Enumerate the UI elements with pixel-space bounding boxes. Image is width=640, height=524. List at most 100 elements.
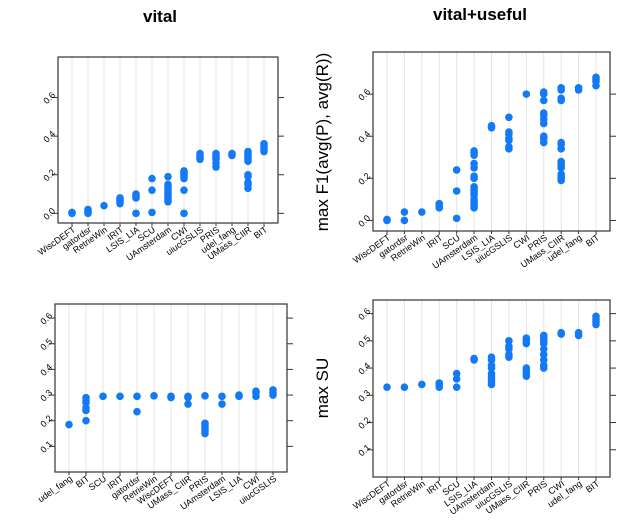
data-point <box>487 121 496 130</box>
data-point <box>539 350 548 359</box>
data-point <box>435 379 444 387</box>
y-tick-label: 0.2 <box>356 415 372 431</box>
data-point <box>269 386 277 394</box>
y-tick-label: 0.0 <box>356 213 372 229</box>
y-tick-label: 0.5 <box>356 333 372 349</box>
data-point <box>260 140 268 148</box>
data-point <box>68 208 76 217</box>
data-point <box>167 392 175 401</box>
data-point <box>228 149 236 158</box>
x-tick-label: BIT <box>584 478 602 495</box>
data-point <box>539 361 548 370</box>
data-point <box>487 353 496 361</box>
data-point <box>452 383 461 391</box>
data-point <box>218 400 226 408</box>
x-tick-label: BIT <box>584 232 602 249</box>
y-tick-label: 0.2 <box>41 167 57 183</box>
y-tick-label: 0.5 <box>38 336 54 352</box>
data-point <box>539 96 548 105</box>
y-tick-label: 0.6 <box>38 311 54 327</box>
data-point <box>418 208 426 216</box>
x-tick-label: udel_fang <box>36 473 74 504</box>
panel-title-vital-useful: vital+useful <box>433 5 527 24</box>
y-tick-label: 0.6 <box>41 90 57 106</box>
y-tick-label: 0.1 <box>356 442 372 458</box>
data-point <box>400 383 409 391</box>
data-point <box>539 132 548 141</box>
data-point <box>180 167 188 175</box>
y-tick-label: 0.4 <box>38 362 54 378</box>
data-point <box>418 380 426 389</box>
y-axis-label-f1: max F1(avg(P), avg(R)) <box>313 53 332 232</box>
data-point <box>164 172 172 181</box>
data-point <box>522 334 531 342</box>
data-point <box>150 392 158 400</box>
data-point <box>505 113 513 122</box>
panel-1: 0.00.20.40.6WiscDEFTgatordsrRetrieWinIRI… <box>36 56 284 263</box>
data-point <box>65 420 73 429</box>
data-point <box>244 178 252 187</box>
data-point <box>452 375 461 383</box>
data-point <box>505 342 513 351</box>
panel-2: 0.00.20.40.6WiscDEFTgatordsrRetrieWinIRI… <box>351 51 616 271</box>
data-point <box>487 361 496 370</box>
data-point <box>452 214 461 223</box>
data-point <box>539 331 548 340</box>
y-tick-label: 0.1 <box>38 439 54 455</box>
data-point <box>132 209 140 218</box>
data-point <box>244 147 252 156</box>
data-point <box>235 391 243 399</box>
data-point <box>557 328 565 337</box>
data-point <box>487 369 496 378</box>
data-point <box>148 208 156 217</box>
data-point <box>212 149 220 158</box>
data-point <box>148 186 156 194</box>
data-point <box>557 94 565 103</box>
x-tick-label: BIT <box>252 224 270 241</box>
data-point <box>244 170 252 179</box>
data-point <box>133 407 141 416</box>
data-point <box>557 157 565 166</box>
data-point <box>180 209 188 218</box>
data-point <box>180 186 188 194</box>
data-point <box>557 84 565 92</box>
data-point <box>592 312 600 321</box>
data-point <box>99 392 107 401</box>
data-point <box>470 172 478 181</box>
data-point <box>383 383 391 391</box>
y-tick-label: 0.6 <box>356 306 372 322</box>
data-point <box>574 328 583 337</box>
data-point <box>82 416 90 425</box>
data-point <box>470 354 478 363</box>
data-point <box>132 190 140 198</box>
y-tick-label: 0.2 <box>38 413 54 429</box>
data-point <box>184 392 192 401</box>
panel-4: 0.10.20.30.40.50.6WiscDEFTgatordsrRetrie… <box>351 299 616 517</box>
data-point <box>184 400 192 408</box>
data-point <box>133 392 141 401</box>
y-axis-label-su: max SU <box>313 358 332 418</box>
data-point <box>557 138 565 147</box>
y-tick-label: 0.4 <box>356 361 372 377</box>
data-point <box>100 201 108 210</box>
data-point <box>522 90 531 98</box>
data-point <box>148 174 156 183</box>
data-point <box>470 182 478 191</box>
data-point <box>164 180 172 189</box>
data-point <box>452 369 461 378</box>
y-tick-label: 0.2 <box>356 171 372 187</box>
data-point <box>452 187 461 195</box>
data-point <box>539 356 548 364</box>
data-point <box>470 147 478 155</box>
data-point <box>505 350 513 359</box>
data-point <box>592 73 600 82</box>
data-point <box>400 208 409 216</box>
data-point <box>505 142 513 151</box>
data-point <box>557 170 565 178</box>
y-tick-label: 0.3 <box>356 388 372 404</box>
data-point <box>505 128 513 136</box>
data-point <box>470 159 478 168</box>
data-point <box>82 393 90 402</box>
